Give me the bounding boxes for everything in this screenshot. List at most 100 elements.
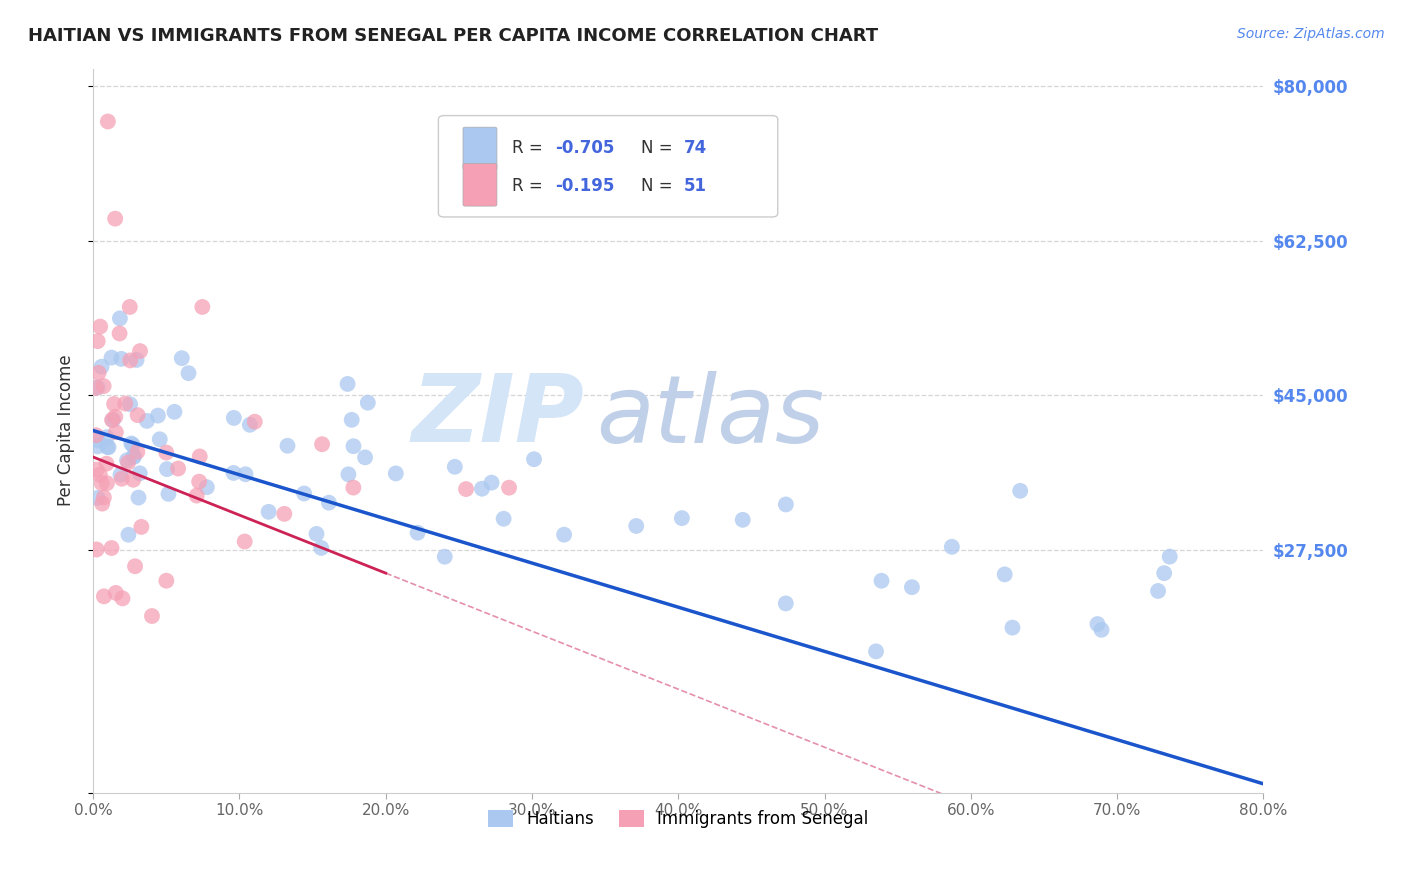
Point	[553, 527, 575, 541]
Point	[86, 380, 108, 394]
Point	[233, 534, 256, 549]
Point	[731, 513, 754, 527]
FancyBboxPatch shape	[463, 128, 496, 169]
Point	[131, 520, 153, 534]
Text: -0.705: -0.705	[555, 139, 614, 157]
Point	[149, 433, 172, 447]
Point	[115, 453, 138, 467]
Point	[177, 366, 200, 380]
Point	[90, 476, 112, 491]
FancyBboxPatch shape	[463, 163, 496, 206]
Point	[127, 491, 149, 505]
Point	[141, 609, 163, 624]
Point	[186, 489, 208, 503]
Point	[195, 480, 218, 494]
Point	[870, 574, 893, 588]
Point	[155, 574, 177, 588]
Point	[340, 413, 363, 427]
Point	[86, 334, 108, 348]
Point	[100, 351, 122, 365]
Point	[108, 311, 131, 326]
Point	[471, 482, 494, 496]
Point	[433, 549, 456, 564]
Point	[128, 467, 150, 481]
Point	[96, 476, 118, 491]
Point	[309, 541, 332, 555]
Point	[104, 211, 127, 226]
Point	[994, 567, 1017, 582]
Point	[311, 437, 333, 451]
Point	[1090, 623, 1112, 637]
Point	[122, 473, 145, 487]
Point	[146, 409, 169, 423]
Point	[157, 487, 180, 501]
Text: HAITIAN VS IMMIGRANTS FROM SENEGAL PER CAPITA INCOME CORRELATION CHART: HAITIAN VS IMMIGRANTS FROM SENEGAL PER C…	[28, 27, 879, 45]
Point	[336, 376, 359, 391]
Point	[163, 405, 186, 419]
Point	[941, 540, 963, 554]
Text: 51: 51	[685, 177, 707, 194]
Text: -0.195: -0.195	[555, 177, 614, 194]
Point	[122, 449, 145, 463]
Point	[121, 438, 143, 452]
Point	[110, 351, 132, 366]
Point	[454, 482, 477, 496]
Point	[117, 456, 139, 470]
Point	[318, 496, 340, 510]
Point	[156, 462, 179, 476]
Point	[1087, 617, 1109, 632]
Point	[127, 444, 149, 458]
Point	[222, 411, 245, 425]
Point	[96, 457, 118, 471]
Point	[86, 439, 108, 453]
Point	[101, 413, 124, 427]
Point	[87, 434, 110, 448]
Point	[155, 445, 177, 459]
Text: atlas: atlas	[596, 370, 825, 461]
Point	[1001, 621, 1024, 635]
Point	[342, 439, 364, 453]
Point	[91, 497, 114, 511]
Point	[124, 559, 146, 574]
Text: R =: R =	[512, 177, 548, 194]
Point	[104, 586, 127, 600]
Point	[84, 381, 107, 395]
Point	[222, 466, 245, 480]
Point	[443, 459, 465, 474]
Point	[97, 440, 120, 454]
Point	[135, 414, 157, 428]
Y-axis label: Per Capita Income: Per Capita Income	[58, 355, 75, 507]
Point	[100, 541, 122, 555]
Point	[406, 525, 429, 540]
Point	[481, 475, 503, 490]
Point	[110, 467, 132, 482]
Point	[167, 461, 190, 475]
Point	[120, 353, 142, 368]
Point	[118, 300, 141, 314]
Point	[104, 425, 127, 440]
Point	[108, 326, 131, 341]
Point	[1153, 566, 1175, 581]
Point	[1010, 483, 1032, 498]
Text: Source: ZipAtlas.com: Source: ZipAtlas.com	[1237, 27, 1385, 41]
Point	[671, 511, 693, 525]
Point	[188, 450, 211, 464]
Point	[127, 408, 149, 422]
Legend: Haitians, Immigrants from Senegal: Haitians, Immigrants from Senegal	[481, 804, 876, 835]
Point	[498, 481, 520, 495]
Point	[273, 507, 295, 521]
Point	[96, 440, 118, 454]
Point	[337, 467, 360, 482]
Point	[103, 397, 125, 411]
Point	[122, 450, 145, 464]
Point	[125, 353, 148, 368]
Point	[97, 114, 120, 128]
Point	[111, 591, 134, 606]
Point	[93, 379, 115, 393]
Point	[93, 590, 115, 604]
Point	[129, 344, 152, 359]
Point	[93, 491, 115, 505]
Text: N =: N =	[641, 177, 678, 194]
Point	[86, 462, 108, 476]
Point	[117, 527, 139, 541]
